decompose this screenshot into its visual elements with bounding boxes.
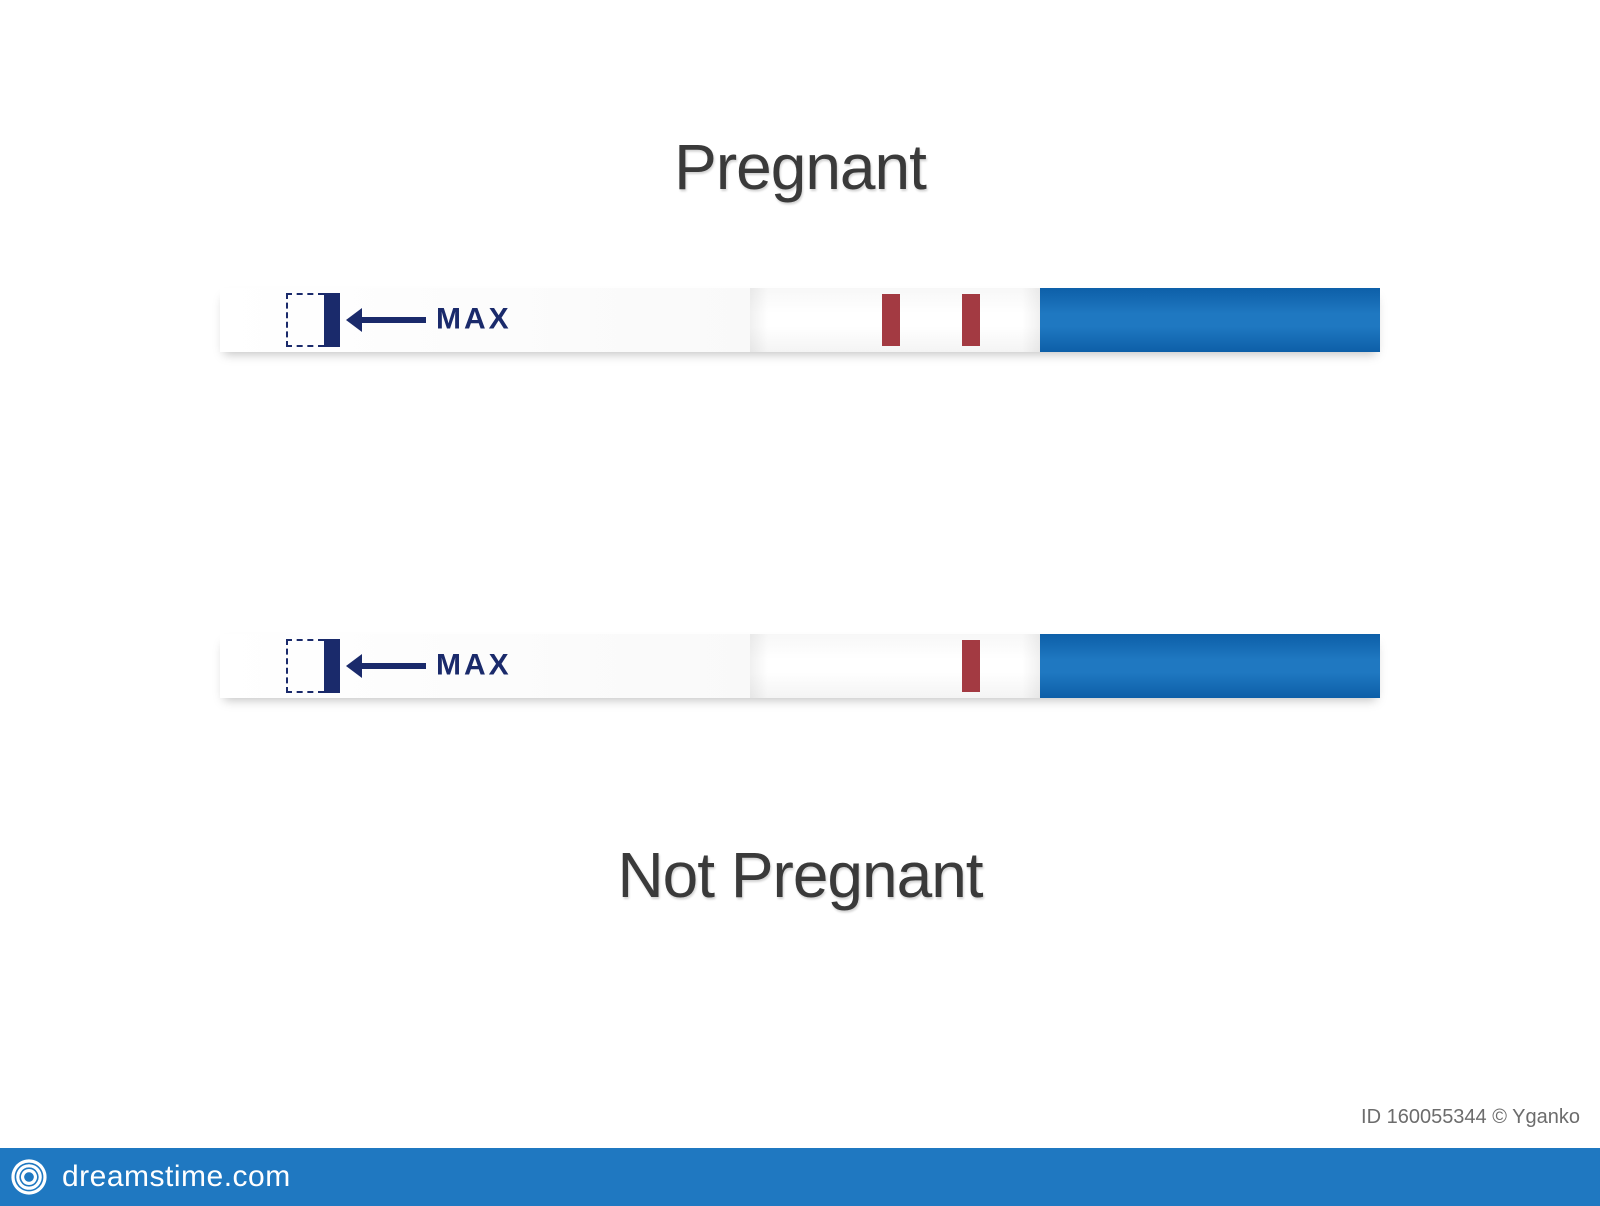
max-label: MAX xyxy=(436,648,512,682)
max-label: MAX xyxy=(436,302,512,336)
label-not-pregnant: Not Pregnant xyxy=(0,838,1600,912)
dreamstime-logo-icon xyxy=(4,1152,54,1202)
result-line xyxy=(962,294,980,345)
attribution-footer: dreamstime.com xyxy=(0,1148,1600,1206)
test-strip-pregnant: MAX xyxy=(220,288,1380,352)
label-pregnant: Pregnant xyxy=(0,130,1600,204)
result-line xyxy=(962,640,980,691)
test-strip-not_pregnant: MAX xyxy=(220,634,1380,698)
attribution-id: ID 160055344 © Yganko xyxy=(1361,1106,1580,1128)
infographic-canvas: Pregnant Not Pregnant MAX MAX ID 16005534… xyxy=(0,0,1600,1206)
attribution-site: dreamstime.com xyxy=(62,1160,291,1194)
result-line xyxy=(882,294,900,345)
